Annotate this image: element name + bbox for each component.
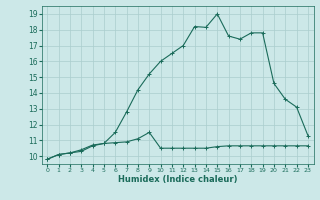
X-axis label: Humidex (Indice chaleur): Humidex (Indice chaleur)	[118, 175, 237, 184]
